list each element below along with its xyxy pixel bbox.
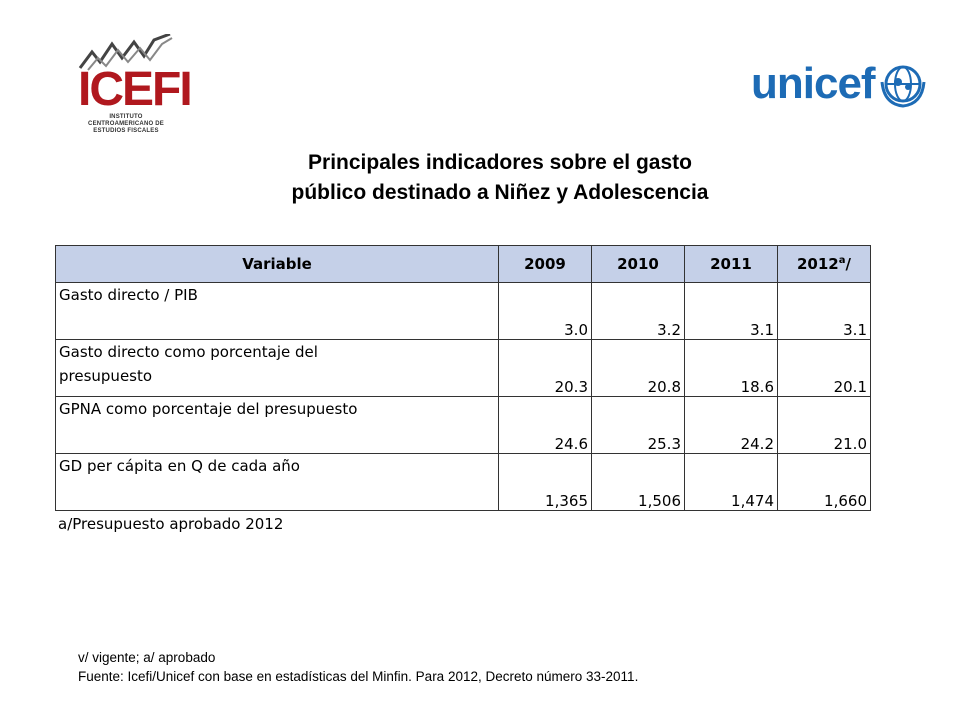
page-title: Principales indicadores sobre el gasto p…: [180, 148, 820, 208]
icefi-wordmark: ICEFI: [78, 63, 193, 116]
row-label: GD per cápita en Q de cada año: [55, 453, 499, 511]
row-label: Gasto directo como porcentaje del presup…: [55, 339, 499, 397]
footer-line-2: Fuente: Icefi/Unicef con base en estadís…: [78, 669, 639, 684]
table-note: a/Presupuesto aprobado 2012: [58, 515, 284, 533]
unicef-globe-icon: [880, 65, 926, 108]
indicators-table: Variable 2009 2010 2011 2012a/ Gasto dir…: [55, 245, 871, 511]
cell-value: 25.3: [591, 396, 685, 454]
table-row: Gasto directo como porcentaje del presup…: [55, 339, 871, 397]
header-2012-superscript: a: [838, 255, 846, 266]
table-row: GPNA como porcentaje del presupuesto 24.…: [55, 396, 871, 454]
icefi-logo: ICEFI INSTITUTO CENTROAMERICANO DE ESTUD…: [78, 34, 193, 136]
cell-value: 24.2: [684, 396, 778, 454]
header-2009: 2009: [498, 245, 592, 283]
unicef-wordmark: unicef: [751, 59, 876, 108]
source-footer: v/ vigente; a/ aprobado Fuente: Icefi/Un…: [78, 648, 638, 686]
cell-value: 20.8: [591, 339, 685, 397]
cell-value: 3.0: [498, 282, 592, 340]
icefi-mountain-icon: [78, 34, 173, 71]
cell-value: 20.3: [498, 339, 592, 397]
cell-value: 1,506: [591, 453, 685, 511]
table-header-row: Variable 2009 2010 2011 2012a/: [55, 245, 871, 283]
footer-line-1: v/ vigente; a/ aprobado: [78, 650, 216, 665]
title-line-1: Principales indicadores sobre el gasto: [308, 151, 692, 174]
row-label: Gasto directo / PIB: [55, 282, 499, 340]
header-2011: 2011: [684, 245, 778, 283]
header-variable: Variable: [55, 245, 499, 283]
table-row: Gasto directo / PIB 3.0 3.2 3.1 3.1: [55, 282, 871, 340]
unicef-logo: unicef: [751, 60, 931, 112]
cell-value: 3.1: [777, 282, 871, 340]
cell-value: 21.0: [777, 396, 871, 454]
icefi-subtitle: INSTITUTO CENTROAMERICANO DE ESTUDIOS FI…: [88, 114, 164, 134]
cell-value: 3.1: [684, 282, 778, 340]
cell-value: 18.6: [684, 339, 778, 397]
cell-value: 1,365: [498, 453, 592, 511]
title-line-2: público destinado a Niñez y Adolescencia: [291, 181, 709, 204]
cell-value: 24.6: [498, 396, 592, 454]
table-row: GD per cápita en Q de cada año 1,365 1,5…: [55, 453, 871, 511]
header-2010: 2010: [591, 245, 685, 283]
cell-value: 1,660: [777, 453, 871, 511]
cell-value: 3.2: [591, 282, 685, 340]
cell-value: 20.1: [777, 339, 871, 397]
row-label: GPNA como porcentaje del presupuesto: [55, 396, 499, 454]
cell-value: 1,474: [684, 453, 778, 511]
header-2012: 2012a/: [777, 245, 871, 283]
